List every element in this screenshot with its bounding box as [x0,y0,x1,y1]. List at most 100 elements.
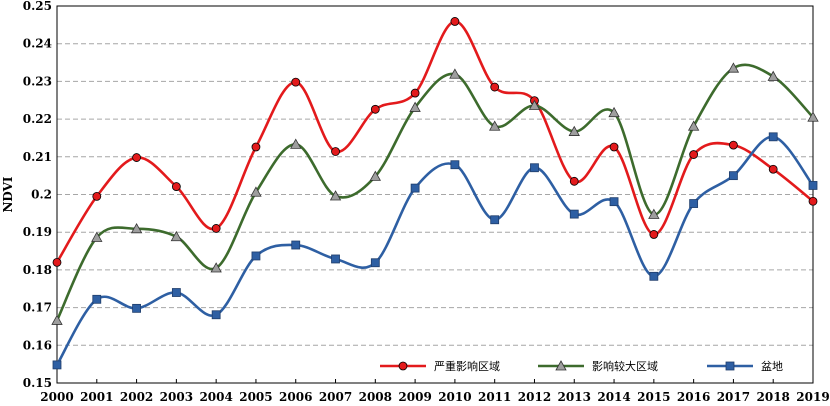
y-tick-label: 0.25 [23,0,52,13]
data-point-series-3 [291,240,301,250]
data-point-series-1 [331,147,340,156]
data-point-series-1 [609,142,619,152]
data-point-series-2 [409,101,421,112]
y-tick-label: 0.22 [23,112,52,126]
data-point-series-2 [727,62,740,73]
data-point-series-3 [649,271,659,281]
data-point-series-1 [92,191,102,201]
data-point-series-3 [132,303,141,313]
y-tick-label: 0.15 [23,376,52,390]
data-point-series-2 [329,190,342,201]
data-point-series-1 [370,104,380,114]
data-point-series-2 [807,111,819,122]
x-tick-label: 2010 [438,390,471,404]
series-line-2 [55,63,814,321]
data-point-series-3 [689,199,699,208]
x-tick-label: 2014 [597,390,630,404]
y-tick-label: 0.17 [23,301,52,315]
data-point-series-2 [767,70,779,81]
y-tick-label: 0.16 [23,338,52,352]
data-point-series-2 [91,231,103,242]
data-point-series-3 [609,197,619,207]
data-point-series-2 [290,138,302,149]
data-point-series-2 [449,68,461,79]
data-point-series-1 [410,88,420,98]
data-point-series-2 [528,99,541,110]
y-tick-label: 0.2 [31,188,52,202]
data-point-series-3 [530,163,539,173]
data-point-series-3 [171,288,181,297]
legend: 严重影响区域 影响较大区域 盆地 [380,359,783,373]
data-point-series-3 [370,258,380,268]
legend-label: 严重影响区域 [434,359,500,373]
data-point-series-2 [568,125,580,136]
data-point-series-1 [808,196,818,206]
data-point-series-3 [450,160,460,170]
data-point-series-1 [768,164,778,174]
y-tick-label: 0.18 [23,263,52,277]
data-point-series-2 [687,120,700,131]
data-point-series-2 [608,106,620,118]
data-point-series-3 [331,254,340,264]
x-tick-label: 2016 [677,390,710,404]
series-markers [51,17,819,370]
x-tick-label: 2000 [40,390,73,404]
data-point-series-2 [51,314,63,325]
y-tick-label: 0.19 [23,225,52,239]
data-point-series-3 [808,181,818,190]
data-point-series-2 [250,186,262,197]
data-point-series-1 [171,182,181,191]
x-tick-label: 2009 [398,390,431,404]
x-tick-label: 2001 [80,390,113,404]
data-point-series-2 [648,208,660,219]
data-point-series-1 [490,82,500,92]
data-point-series-1 [569,176,579,186]
legend-marker [555,360,567,371]
data-point-series-2 [130,222,143,234]
series-line-3 [55,135,815,366]
y-tick-label: 0.21 [23,150,52,164]
data-point-series-3 [729,171,738,181]
legend-marker [725,361,735,371]
x-tick-label: 2007 [319,390,352,404]
series-lines [55,20,815,366]
data-point-series-1 [251,142,261,152]
y-tick-label: 0.24 [23,37,52,51]
data-point-series-3 [569,209,579,219]
data-point-series-3 [490,215,500,225]
legend-label: 影响较大区域 [592,359,658,373]
data-point-series-1 [211,224,221,233]
data-point-series-1 [52,257,62,267]
data-point-series-2 [489,120,501,131]
data-point-series-2 [170,230,183,242]
data-point-series-1 [729,140,738,150]
data-point-series-3 [52,360,62,370]
x-tick-label: 2004 [199,390,232,404]
data-point-series-1 [649,230,659,239]
data-point-series-3 [211,310,221,320]
data-point-series-1 [291,77,301,87]
x-tick-label: 2005 [239,390,272,404]
gridlines [57,43,813,346]
x-tick-label: 2015 [637,390,670,404]
x-tick-label: 2013 [558,390,591,404]
x-tick-label: 2011 [478,390,511,404]
legend-marker [398,361,408,371]
data-point-series-2 [210,262,222,273]
x-tick-label: 2006 [279,390,312,404]
y-axis-title: NDVI [1,176,15,212]
plot-frame [56,5,814,384]
x-tick-label: 2012 [518,390,551,404]
data-point-series-3 [768,132,778,142]
y-tick-label: 0.23 [23,74,52,88]
series-line-1 [55,20,814,264]
data-point-series-1 [132,153,141,162]
data-point-series-1 [450,17,460,26]
x-tick-label: 2002 [120,390,153,404]
data-point-series-1 [689,150,699,159]
x-tick-label: 2008 [359,390,392,404]
x-tick-label: 2018 [757,390,790,404]
